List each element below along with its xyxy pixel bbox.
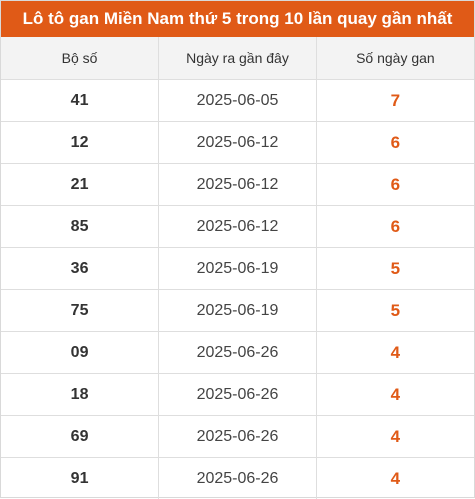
row-number: 36 bbox=[1, 248, 159, 290]
row-number: 85 bbox=[1, 206, 159, 248]
row-date: 2025-06-12 bbox=[159, 206, 317, 248]
row-date: 2025-06-26 bbox=[159, 416, 317, 458]
row-date: 2025-06-26 bbox=[159, 458, 317, 499]
table-row: 75 2025-06-19 5 bbox=[1, 290, 474, 332]
row-number: 12 bbox=[1, 122, 159, 164]
row-date: 2025-06-12 bbox=[159, 164, 317, 206]
row-gan-days: 4 bbox=[316, 416, 474, 458]
row-date: 2025-06-12 bbox=[159, 122, 317, 164]
row-gan-days: 4 bbox=[316, 374, 474, 416]
row-number: 75 bbox=[1, 290, 159, 332]
header-last-date: Ngày ra gần đây bbox=[159, 37, 317, 80]
table-header-row: Bộ số Ngày ra gần đây Số ngày gan bbox=[1, 37, 474, 80]
row-gan-days: 6 bbox=[316, 122, 474, 164]
row-gan-days: 5 bbox=[316, 290, 474, 332]
header-number: Bộ số bbox=[1, 37, 159, 80]
row-number: 69 bbox=[1, 416, 159, 458]
row-date: 2025-06-05 bbox=[159, 80, 317, 122]
table-row: 18 2025-06-26 4 bbox=[1, 374, 474, 416]
table-row: 69 2025-06-26 4 bbox=[1, 416, 474, 458]
row-gan-days: 4 bbox=[316, 332, 474, 374]
row-number: 41 bbox=[1, 80, 159, 122]
table-row: 21 2025-06-12 6 bbox=[1, 164, 474, 206]
row-number: 18 bbox=[1, 374, 159, 416]
row-gan-days: 6 bbox=[316, 206, 474, 248]
row-date: 2025-06-19 bbox=[159, 290, 317, 332]
table-row: 12 2025-06-12 6 bbox=[1, 122, 474, 164]
table-row: 36 2025-06-19 5 bbox=[1, 248, 474, 290]
row-gan-days: 6 bbox=[316, 164, 474, 206]
row-number: 91 bbox=[1, 458, 159, 499]
table-row: 85 2025-06-12 6 bbox=[1, 206, 474, 248]
row-gan-days: 7 bbox=[316, 80, 474, 122]
table-title: Lô tô gan Miền Nam thứ 5 trong 10 lần qu… bbox=[1, 1, 474, 37]
table-row: 09 2025-06-26 4 bbox=[1, 332, 474, 374]
row-date: 2025-06-19 bbox=[159, 248, 317, 290]
table-row: 41 2025-06-05 7 bbox=[1, 80, 474, 122]
table-row: 91 2025-06-26 4 bbox=[1, 458, 474, 499]
row-number: 09 bbox=[1, 332, 159, 374]
row-number: 21 bbox=[1, 164, 159, 206]
row-gan-days: 4 bbox=[316, 458, 474, 499]
row-gan-days: 5 bbox=[316, 248, 474, 290]
gan-table: Bộ số Ngày ra gần đây Số ngày gan 41 202… bbox=[1, 37, 474, 499]
row-date: 2025-06-26 bbox=[159, 332, 317, 374]
row-date: 2025-06-26 bbox=[159, 374, 317, 416]
header-gan-days: Số ngày gan bbox=[316, 37, 474, 80]
